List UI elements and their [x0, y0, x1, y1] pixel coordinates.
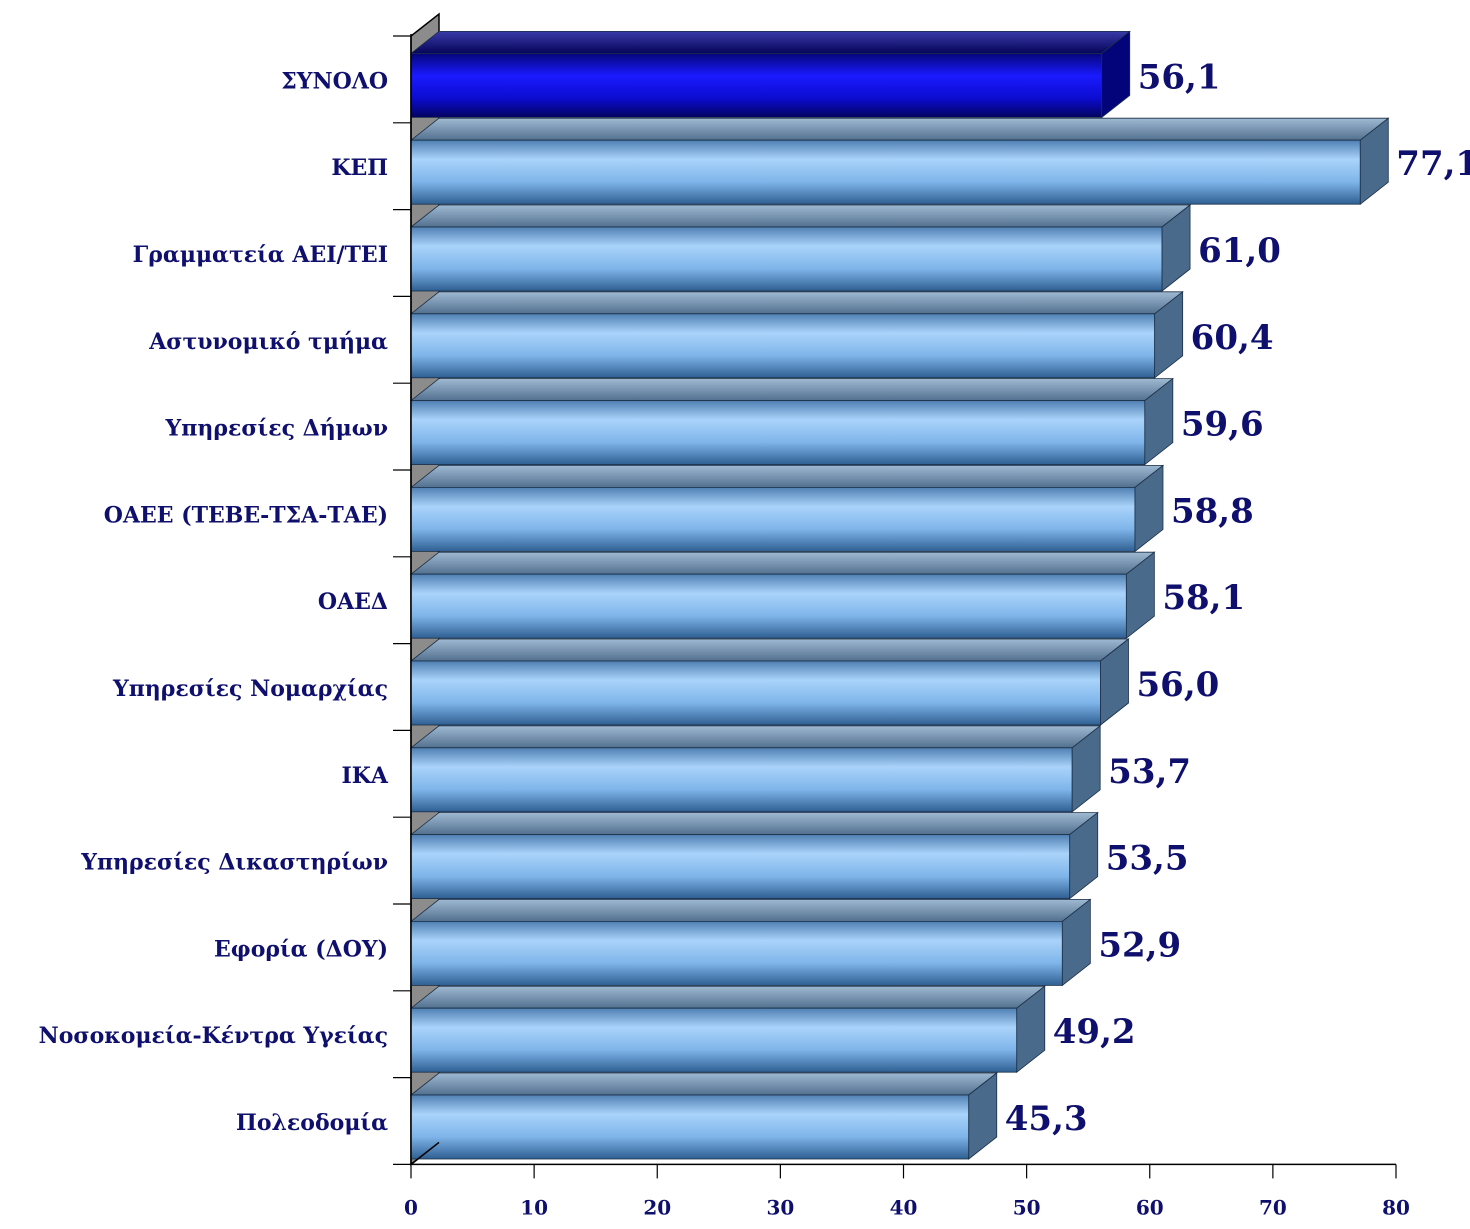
- x-tick-label: 0: [404, 1195, 418, 1219]
- bar-front-face: [410, 660, 1101, 726]
- bar-end-face: [1359, 117, 1389, 206]
- category-label: Νοσοκομεία-Κέντρα Υγείας: [39, 1023, 388, 1049]
- bar-top-face: [409, 725, 1102, 749]
- category-label: Υπηρεσίες Δήμων: [165, 416, 388, 442]
- x-tick-label: 40: [890, 1195, 918, 1219]
- bar: [409, 464, 1165, 553]
- bar-end-face: [968, 1072, 998, 1160]
- category-label: Γραμματεία ΑΕΙ/ΤΕΙ: [133, 242, 388, 268]
- value-label: 77,1: [1396, 144, 1470, 184]
- value-label: 53,7: [1108, 752, 1191, 792]
- bar-top-face: [409, 985, 1046, 1009]
- value-label: 49,2: [1053, 1012, 1136, 1052]
- bar-end-face: [1069, 811, 1099, 900]
- value-label: 53,5: [1106, 839, 1189, 879]
- bar: [409, 30, 1131, 119]
- bar: [409, 290, 1184, 379]
- bar-front-face: [410, 486, 1136, 552]
- bar: [409, 811, 1099, 900]
- bar-end-face: [1071, 724, 1101, 813]
- value-label: 56,1: [1138, 57, 1221, 97]
- bar: [409, 1072, 998, 1160]
- value-label: 61,0: [1198, 231, 1281, 271]
- bar-end-face: [1061, 898, 1091, 987]
- bar-top-face: [409, 638, 1130, 662]
- bar-front-face: [410, 400, 1146, 466]
- bar-top-face: [409, 1072, 998, 1096]
- category-label: ΟΑΕΔ: [318, 589, 388, 615]
- bar-front-face: [410, 834, 1071, 899]
- bar-front-face: [410, 1007, 1018, 1073]
- value-label: 59,6: [1181, 405, 1264, 445]
- category-label: ΟΑΕΕ (ΤΕΒΕ-ΤΣΑ-ΤΑΕ): [104, 502, 388, 528]
- value-label: 60,4: [1191, 318, 1274, 358]
- bar-front-face: [410, 747, 1073, 813]
- bar-front-face: [410, 139, 1361, 205]
- category-label: ΙΚΑ: [342, 763, 389, 789]
- category-label: Υπηρεσίες Νομαρχίας: [112, 676, 388, 702]
- bar-top-face: [409, 551, 1156, 575]
- value-label: 58,8: [1171, 491, 1254, 531]
- value-label: 58,1: [1162, 578, 1245, 618]
- bar-front-face: [410, 53, 1103, 118]
- category-label: Υπηρεσίες Δικαστηρίων: [80, 850, 388, 876]
- x-tick-label: 20: [643, 1195, 671, 1219]
- category-label: ΣΥΝΟΛΟ: [281, 68, 388, 94]
- bar-top-face: [409, 204, 1192, 228]
- bar-front-face: [410, 1094, 970, 1160]
- category-label: Εφορία (ΔΟΥ): [214, 936, 388, 962]
- x-tick-label: 30: [766, 1195, 794, 1219]
- bar-end-face: [1144, 377, 1174, 466]
- bar-top-face: [409, 291, 1184, 315]
- bar-end-face: [1154, 290, 1184, 379]
- bar: [409, 117, 1390, 206]
- value-label: 56,0: [1137, 665, 1220, 705]
- category-label: Αστυνομικό τμήμα: [148, 329, 388, 355]
- bar-top-face: [409, 378, 1174, 402]
- bar-top-face: [409, 464, 1165, 488]
- bar-end-face: [1134, 464, 1164, 553]
- bar-top-face: [409, 899, 1092, 922]
- x-tick-label: 80: [1382, 1195, 1410, 1219]
- bar: [409, 638, 1130, 726]
- bar-front-face: [410, 921, 1063, 986]
- x-tick-label: 50: [1013, 1195, 1041, 1219]
- x-tick-label: 70: [1259, 1195, 1287, 1219]
- value-label: 52,9: [1098, 925, 1181, 965]
- bar-top-face: [409, 812, 1099, 835]
- bar-end-face: [1161, 204, 1191, 292]
- bar-end-face: [1016, 985, 1046, 1074]
- bar: [409, 898, 1092, 987]
- bar: [409, 377, 1174, 466]
- floor-edge-line: [410, 1141, 440, 1165]
- bar: [409, 724, 1102, 813]
- bar: [409, 551, 1156, 640]
- value-label: 45,3: [1005, 1099, 1088, 1139]
- bar: [409, 985, 1046, 1074]
- category-label: Πολεοδομία: [236, 1110, 388, 1136]
- bar-front-face: [410, 313, 1156, 379]
- x-tick-label: 60: [1136, 1195, 1164, 1219]
- bar-top-face: [409, 30, 1131, 54]
- bar: [409, 204, 1192, 292]
- bar-top-face: [409, 117, 1390, 141]
- bar-end-face: [1125, 551, 1155, 640]
- bar-end-face: [1101, 30, 1131, 119]
- x-tick-label: 10: [520, 1195, 548, 1219]
- category-label: ΚΕΠ: [331, 155, 388, 181]
- bar-end-face: [1100, 638, 1129, 726]
- bar-front-face: [410, 573, 1127, 639]
- bar-front-face: [410, 226, 1163, 292]
